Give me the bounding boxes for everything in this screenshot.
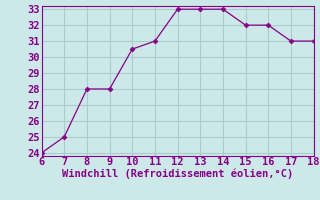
X-axis label: Windchill (Refroidissement éolien,°C): Windchill (Refroidissement éolien,°C): [62, 169, 293, 179]
